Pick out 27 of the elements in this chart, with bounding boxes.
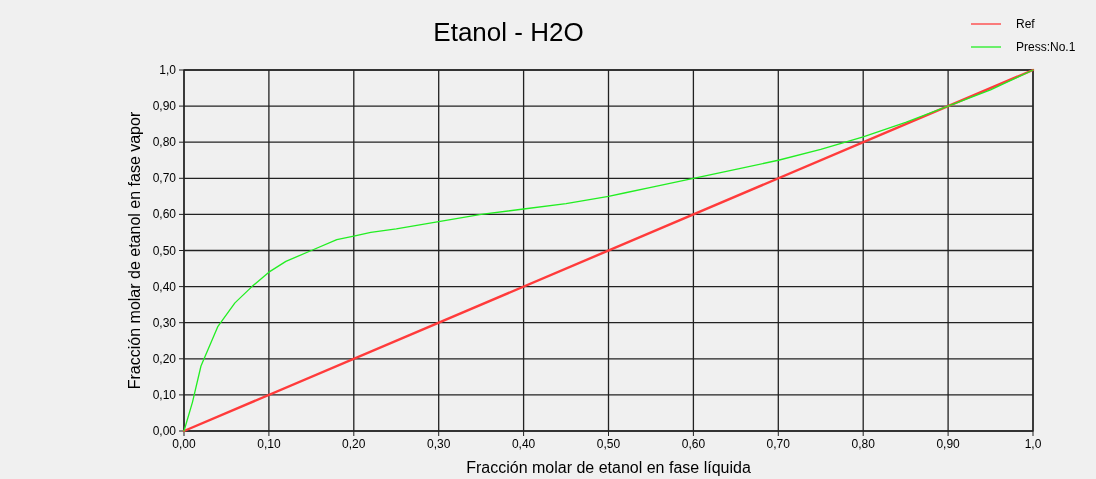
legend-label: Press:No.1 [1016, 40, 1076, 54]
y-tick-label: 0,10 [152, 387, 177, 402]
x-tick-label: 0,10 [257, 437, 281, 451]
x-tick-label: 0,60 [681, 437, 706, 451]
y-tick-label: 0,50 [152, 243, 177, 258]
y-tick-label: 0,30 [152, 315, 177, 330]
x-tick-label: 1,0 [1024, 437, 1042, 451]
y-tick-label: 0,80 [152, 135, 177, 150]
chart-title: Etanol - H2O [433, 17, 584, 47]
x-tick-label: 0,40 [511, 437, 536, 451]
y-tick-label: 0,40 [152, 279, 177, 294]
x-tick-label: 0,90 [936, 437, 961, 451]
y-tick-label: 0,20 [152, 351, 177, 366]
y-tick-label: 0,60 [152, 207, 177, 222]
x-axis-title: Fracción molar de etanol en fase líquida [466, 459, 751, 476]
x-tick-label: 0,20 [342, 437, 366, 451]
x-tick-label: 0,50 [596, 437, 621, 451]
y-axis-title: Fracción molar de etanol en fase vapor [126, 111, 143, 390]
y-tick-label: 1,0 [159, 63, 177, 77]
x-tick-label: 0,30 [427, 437, 451, 451]
y-tick-label: 0,00 [152, 424, 177, 438]
x-tick-label: 0,70 [766, 437, 791, 451]
legend-label: Ref [1016, 17, 1036, 31]
y-tick-label: 0,70 [152, 171, 177, 186]
x-tick-label: 0,80 [851, 437, 876, 451]
y-tick-label: 0,90 [152, 99, 177, 114]
x-tick-label: 0,00 [172, 437, 196, 451]
